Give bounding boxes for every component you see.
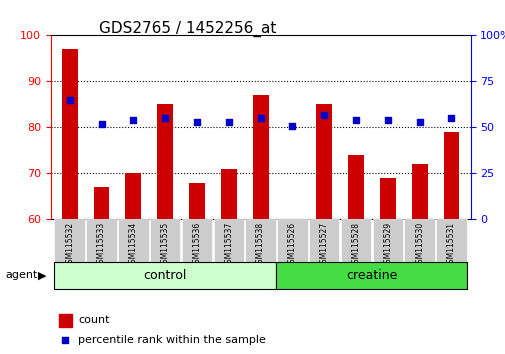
FancyBboxPatch shape [54, 262, 276, 289]
Text: GSM115527: GSM115527 [319, 222, 328, 268]
Text: GSM115533: GSM115533 [97, 222, 106, 268]
Bar [220, 169, 236, 354]
FancyBboxPatch shape [309, 219, 339, 262]
Bar [62, 49, 77, 354]
FancyBboxPatch shape [149, 219, 180, 262]
Point [351, 117, 360, 123]
Text: count: count [78, 315, 109, 325]
Text: GSM115535: GSM115535 [160, 222, 169, 268]
Text: GSM115529: GSM115529 [383, 222, 391, 268]
Bar [93, 187, 109, 354]
Point [129, 117, 137, 123]
Text: GSM115528: GSM115528 [351, 222, 360, 268]
FancyBboxPatch shape [403, 219, 434, 262]
Text: creatine: creatine [345, 269, 397, 282]
Point [192, 119, 200, 125]
Text: GSM115538: GSM115538 [256, 222, 265, 268]
Point [97, 121, 106, 127]
Text: GSM115530: GSM115530 [415, 222, 423, 268]
Bar [189, 183, 205, 354]
Point [446, 115, 454, 121]
Bar [316, 104, 331, 354]
Point [383, 117, 391, 123]
FancyBboxPatch shape [276, 262, 467, 289]
FancyBboxPatch shape [86, 219, 117, 262]
Bar [443, 132, 459, 354]
FancyBboxPatch shape [55, 219, 85, 262]
Text: agent: agent [5, 270, 37, 280]
FancyBboxPatch shape [435, 219, 466, 262]
Text: GSM115537: GSM115537 [224, 222, 233, 268]
Text: GSM115526: GSM115526 [287, 222, 296, 268]
Bar [379, 178, 395, 354]
Text: percentile rank within the sample: percentile rank within the sample [78, 335, 265, 345]
Text: GSM115534: GSM115534 [129, 222, 137, 268]
Point [288, 123, 296, 129]
Point [415, 119, 423, 125]
Bar [252, 95, 268, 354]
Text: GDS2765 / 1452256_at: GDS2765 / 1452256_at [98, 21, 275, 38]
FancyBboxPatch shape [340, 219, 371, 262]
FancyBboxPatch shape [277, 219, 307, 262]
Point [161, 115, 169, 121]
Text: GSM115531: GSM115531 [446, 222, 455, 268]
Point [224, 119, 232, 125]
FancyBboxPatch shape [213, 219, 243, 262]
FancyBboxPatch shape [181, 219, 212, 262]
Text: control: control [143, 269, 186, 282]
Point [61, 337, 69, 343]
Point [320, 112, 328, 118]
Bar [284, 219, 300, 354]
Bar [347, 155, 363, 354]
FancyBboxPatch shape [118, 219, 148, 262]
Text: ▶: ▶ [38, 270, 46, 280]
Bar [157, 104, 173, 354]
Bar [411, 164, 427, 354]
Bar [59, 314, 72, 327]
FancyBboxPatch shape [372, 219, 402, 262]
Point [256, 115, 264, 121]
Point [66, 97, 74, 103]
FancyBboxPatch shape [245, 219, 275, 262]
Bar [125, 173, 141, 354]
Text: GSM115532: GSM115532 [65, 222, 74, 268]
Text: GSM115536: GSM115536 [192, 222, 201, 268]
